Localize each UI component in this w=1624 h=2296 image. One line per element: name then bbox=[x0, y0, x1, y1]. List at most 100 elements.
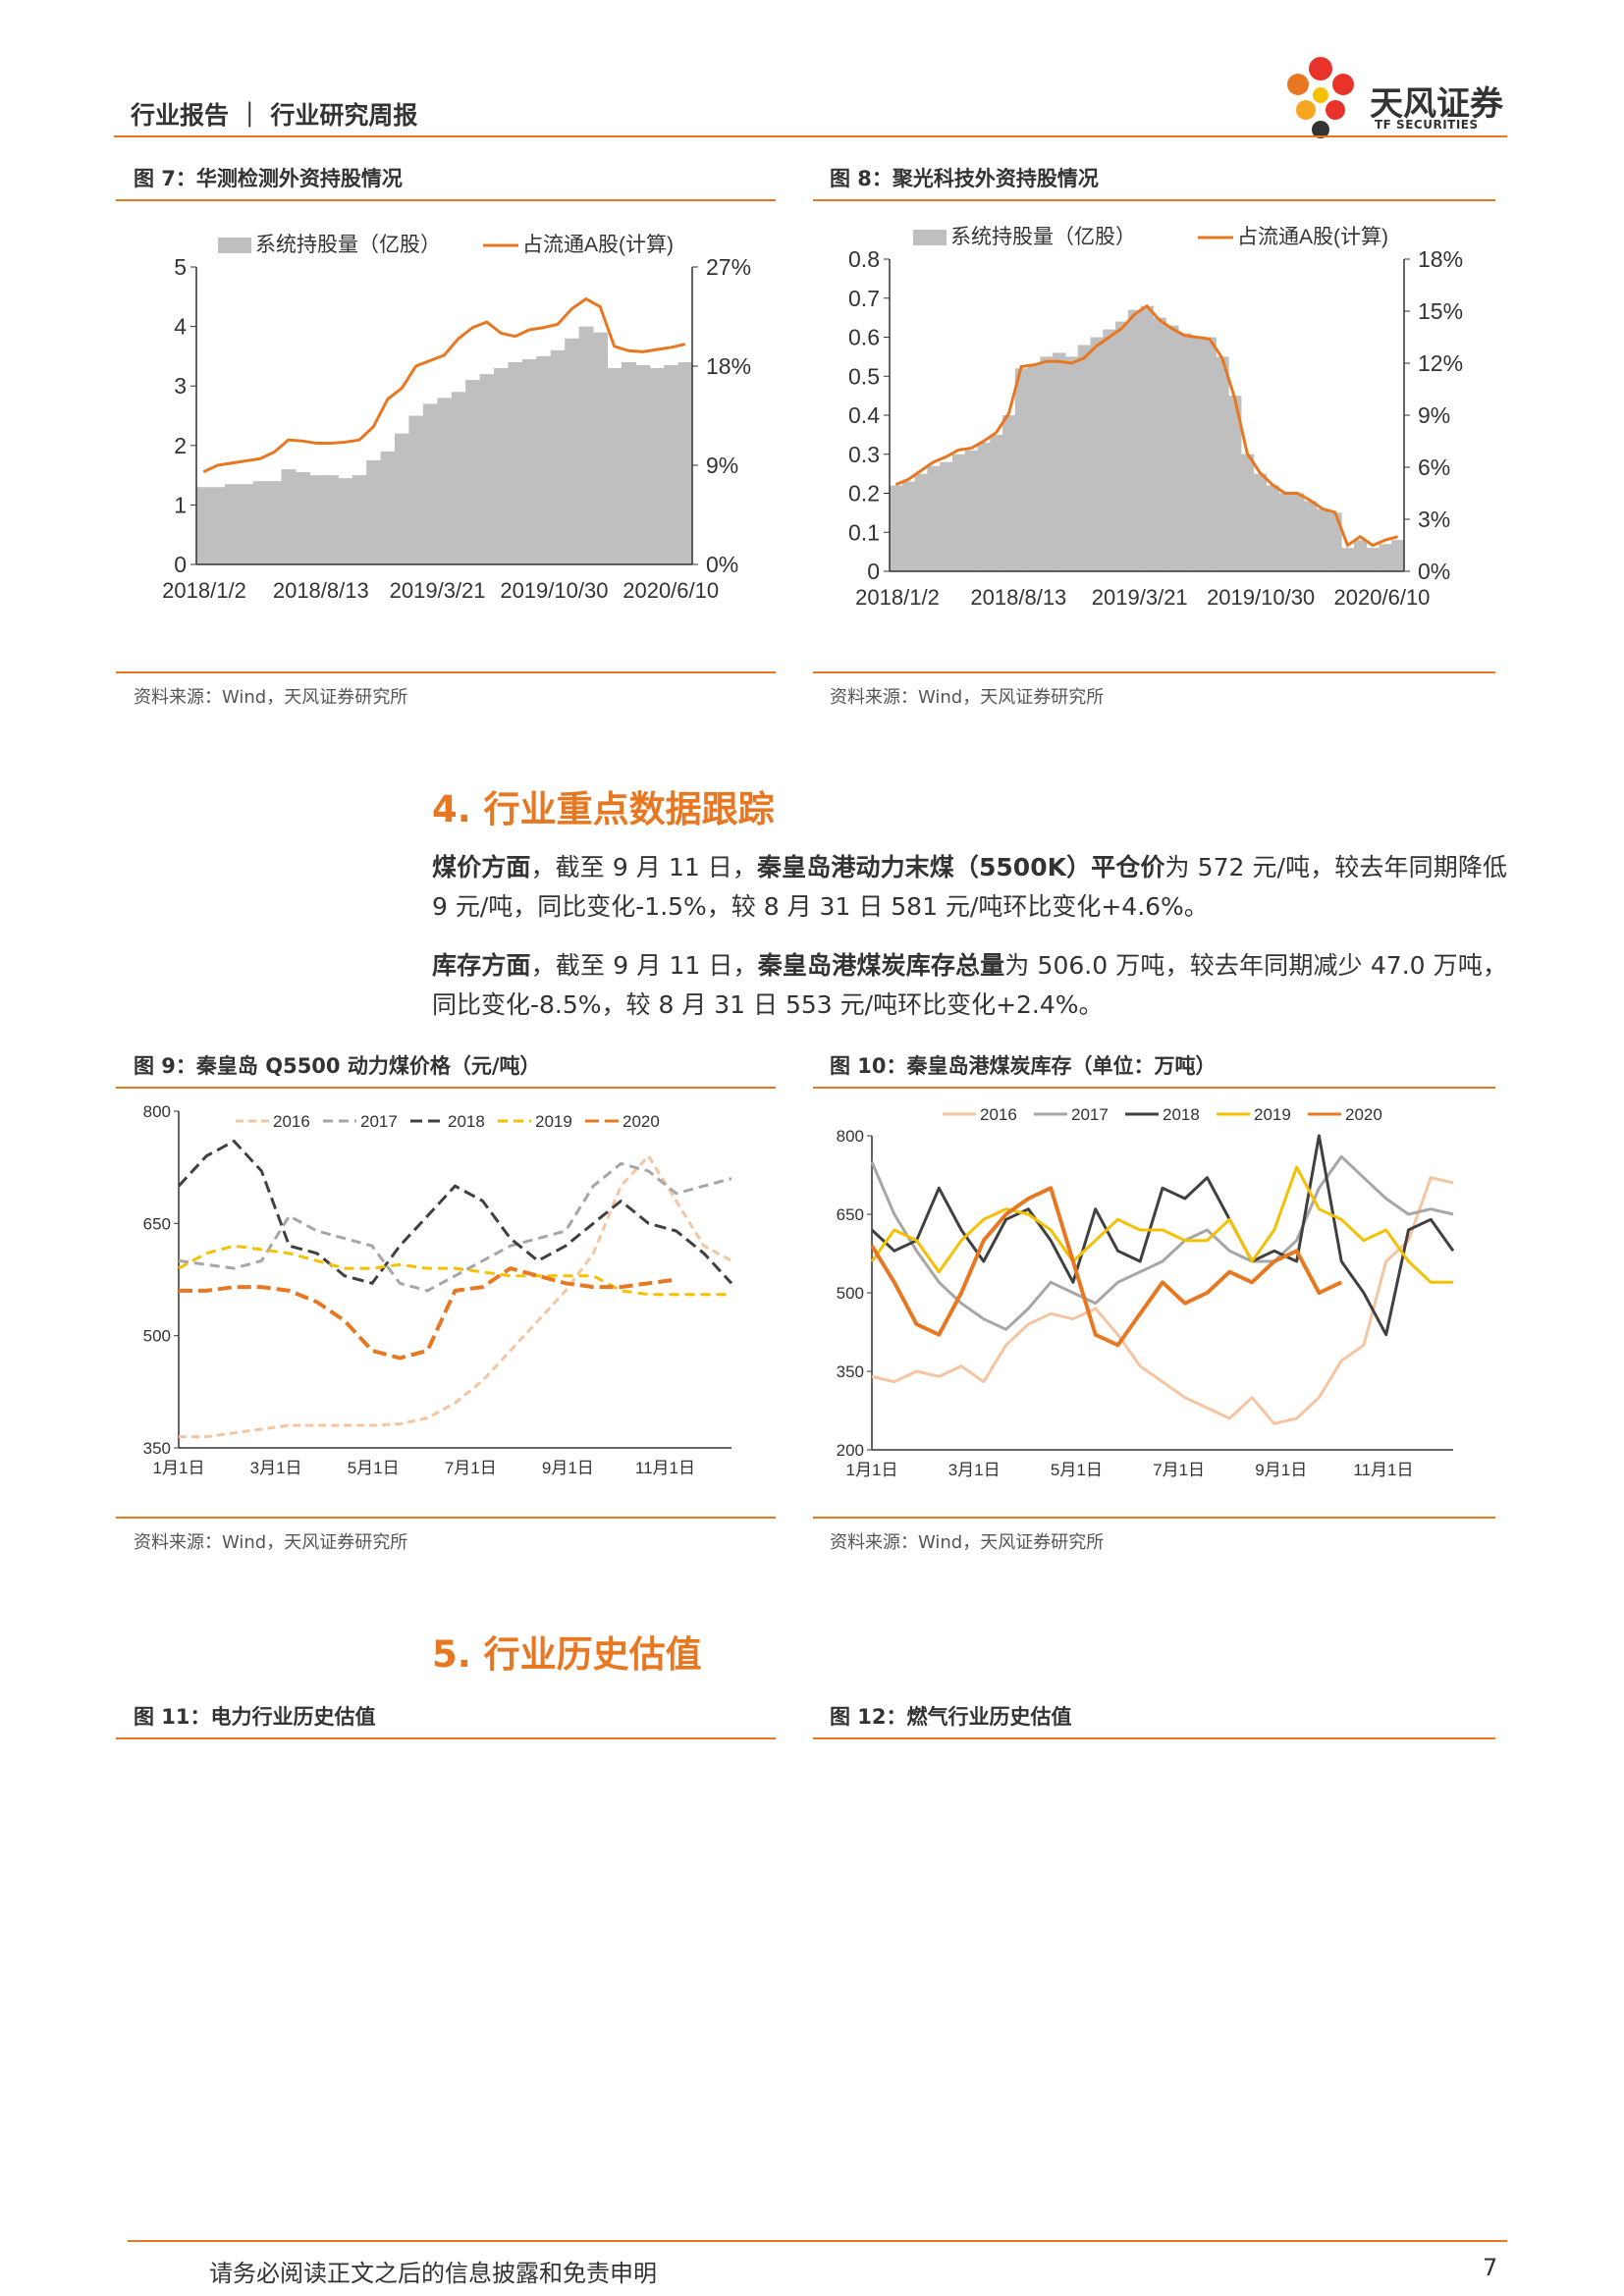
page-number: 7 bbox=[1483, 2254, 1498, 2281]
y-tick-label: 500 bbox=[837, 1284, 864, 1303]
holding-bar bbox=[649, 368, 665, 564]
logo-cn-text: 天风证券 bbox=[1370, 84, 1503, 124]
y-left-tick-label: 0.7 bbox=[848, 286, 880, 311]
paragraph-coal-inventory: 库存方面，截至 9 月 11 日，秦皇岛港煤炭库存总量为 506.0 万吨，较去… bbox=[432, 946, 1507, 1025]
p1-body: 为 572 元/吨，较去年同期降低 9 元/吨，同比变化-1.5%，较 8 月 … bbox=[432, 853, 1507, 921]
holding-bar bbox=[338, 478, 353, 564]
legend-label-2020: 2020 bbox=[1345, 1105, 1382, 1124]
legend-label-2017: 2017 bbox=[360, 1112, 398, 1131]
fig12-top-rule bbox=[813, 1737, 1495, 1739]
series-line-2016 bbox=[871, 1176, 1454, 1425]
holding-bar bbox=[210, 487, 226, 564]
holding-bar bbox=[1353, 540, 1368, 571]
holding-bar bbox=[196, 487, 212, 564]
logo-en-text: TF SECURITIES bbox=[1375, 118, 1479, 132]
holding-bar bbox=[380, 451, 396, 564]
fig8-source: 资料来源：Wind，天风证券研究所 bbox=[830, 687, 1105, 708]
holding-bar bbox=[593, 332, 609, 564]
holding-bar bbox=[508, 361, 523, 564]
x-tick-label: 2018/1/2 bbox=[162, 578, 246, 603]
holding-bar bbox=[621, 361, 636, 564]
legend-label-2018: 2018 bbox=[1163, 1105, 1200, 1124]
x-tick-label: 5月1日 bbox=[348, 1459, 400, 1477]
legend-line-label: 占流通A股(计算) bbox=[522, 234, 674, 256]
y-right-tick-label: 12% bbox=[1418, 350, 1463, 376]
holding-bar bbox=[927, 465, 941, 571]
fig9-title: 图 9：秦皇岛 Q5500 动力煤价格（元/吨） bbox=[134, 1054, 541, 1078]
fig10-bottom-rule bbox=[813, 1517, 1495, 1519]
holding-bar bbox=[1064, 356, 1079, 571]
x-tick-label: 2018/8/13 bbox=[273, 578, 369, 603]
series-line-2016 bbox=[179, 1154, 732, 1439]
holding-bar bbox=[890, 485, 903, 571]
holding-bar bbox=[1328, 512, 1342, 571]
fig10-chart: 200 350 500 650 800 1月1日 3月1日 5月1日 7月1日 9月1日 11月1日… bbox=[837, 1105, 1455, 1479]
y-left-tick-label: 0 bbox=[867, 559, 880, 584]
fig8-chart: 系统持股量（亿股） 占流通A股(计算) 0 0.1 0.2 0.3 0.4 0.5 0.6 0.7… bbox=[848, 226, 1463, 610]
holding-bar bbox=[479, 374, 495, 564]
y-left-tick-label: 2 bbox=[174, 433, 187, 458]
fig7-source: 资料来源：Wind，天风证券研究所 bbox=[134, 687, 408, 708]
holding-bar bbox=[1053, 352, 1066, 571]
x-tick-label: 2019/10/30 bbox=[1207, 585, 1315, 610]
y-left-tick-label: 3 bbox=[174, 373, 187, 399]
report-header-title: 行业报告 ｜ 行业研究周报 bbox=[131, 101, 418, 130]
tf-logo-icon bbox=[1287, 57, 1354, 138]
holding-bar bbox=[1090, 337, 1104, 571]
legend-bar-label: 系统持股量（亿股） bbox=[950, 226, 1136, 248]
x-tick-label: 2019/3/21 bbox=[390, 578, 486, 603]
legend-bar-swatch bbox=[218, 238, 251, 253]
fig8-top-rule bbox=[813, 199, 1495, 201]
y-tick-label: 500 bbox=[143, 1327, 171, 1346]
x-tick-label: 7月1日 bbox=[1153, 1461, 1205, 1479]
fig7-chart: 系统持股量（亿股） 占流通A股(计算) 0 1 2 3 4 5 0% 9% 18% 27% 2018/1… bbox=[162, 234, 751, 603]
legend-label-2020: 2020 bbox=[623, 1112, 660, 1131]
holding-bar bbox=[550, 349, 566, 564]
series-line-2018 bbox=[870, 1134, 1455, 1337]
fig12-title: 图 12：燃气行业历史估值 bbox=[830, 1705, 1072, 1729]
x-tick-label: 5月1日 bbox=[1051, 1461, 1103, 1479]
fig9-chart: 350 500 650 800 1月1日 3月1日 5月1日 7月1日 9月1日 11月1日 201… bbox=[143, 1102, 733, 1477]
y-left-tick-label: 1 bbox=[174, 492, 187, 517]
y-tick-label: 200 bbox=[837, 1441, 864, 1460]
y-tick-label: 800 bbox=[143, 1102, 171, 1121]
holding-bar bbox=[1077, 345, 1092, 571]
fig11-title: 图 11：电力行业历史估值 bbox=[134, 1705, 376, 1729]
y-tick-label: 800 bbox=[837, 1127, 864, 1146]
y-left-tick-label: 0.6 bbox=[848, 325, 880, 350]
series-line-2020 bbox=[179, 1266, 677, 1361]
p2-lead: 库存方面 bbox=[432, 951, 531, 980]
y-left-tick-label: 5 bbox=[174, 254, 187, 280]
footer-divider bbox=[128, 2240, 1507, 2242]
holding-bar bbox=[1190, 337, 1205, 571]
y-left-tick-label: 0.4 bbox=[848, 402, 880, 428]
y-left-tick-label: 0.3 bbox=[848, 442, 880, 467]
y-tick-label: 650 bbox=[143, 1214, 171, 1233]
holding-bar bbox=[1240, 454, 1255, 571]
holding-bar bbox=[437, 398, 453, 564]
holding-bar bbox=[1002, 415, 1016, 571]
x-tick-label: 2020/6/10 bbox=[1334, 585, 1431, 610]
holding-bar bbox=[914, 473, 928, 571]
fig8-bottom-rule bbox=[813, 671, 1495, 673]
y-left-tick-label: 0.8 bbox=[848, 246, 880, 272]
holding-bar bbox=[1014, 368, 1029, 571]
series-line-2020 bbox=[870, 1186, 1343, 1348]
holding-bar bbox=[366, 459, 382, 564]
series-line-2017 bbox=[870, 1154, 1454, 1331]
holding-bar bbox=[1391, 540, 1405, 571]
fig11-top-rule bbox=[116, 1737, 776, 1739]
holding-bar bbox=[990, 434, 1003, 571]
holding-bar bbox=[309, 475, 325, 564]
fig7-bottom-rule bbox=[116, 671, 776, 673]
y-right-tick-label: 3% bbox=[1418, 507, 1450, 532]
y-right-tick-label: 0% bbox=[706, 552, 738, 577]
x-tick-label: 2020/6/10 bbox=[623, 578, 719, 603]
holding-bar bbox=[267, 481, 283, 564]
fig10-title: 图 10：秦皇岛港煤炭库存（单位：万吨） bbox=[830, 1054, 1217, 1078]
holding-bar bbox=[951, 454, 966, 571]
x-tick-label: 2018/1/2 bbox=[855, 585, 940, 610]
fig10-top-rule bbox=[813, 1087, 1495, 1089]
holding-bar bbox=[465, 380, 481, 564]
holding-bar bbox=[536, 355, 552, 564]
